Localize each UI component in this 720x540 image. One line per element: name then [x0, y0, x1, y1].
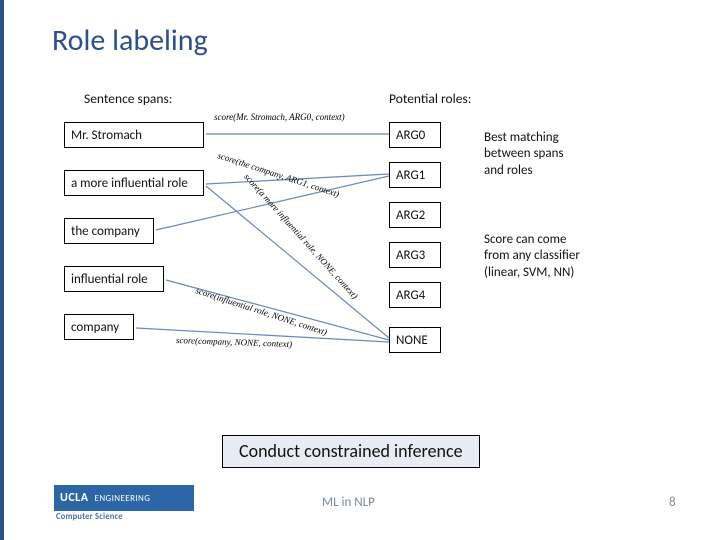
role-box: ARG3 — [389, 242, 441, 268]
role-box: ARG4 — [389, 282, 441, 308]
slide-root: Role labeling Sentence spans: Potential … — [0, 0, 720, 540]
page-number: 8 — [669, 495, 676, 510]
span-box: company — [64, 314, 134, 340]
footer-center: ML in NLP — [322, 495, 375, 510]
span-box: influential role — [64, 266, 164, 292]
edge-label: score(the company, ARG1, context) — [216, 150, 340, 199]
logo-eng: ENGINEERING — [95, 493, 151, 504]
side-note-matching: Best matching between spans and roles — [484, 130, 564, 179]
role-box: ARG2 — [389, 202, 441, 228]
edge — [206, 186, 389, 338]
logo-cs: Computer Science — [56, 512, 123, 522]
page-title: Role labeling — [52, 22, 208, 59]
caption-inference: Conduct constrained inference — [222, 435, 480, 468]
side-note-line: and roles — [484, 163, 533, 178]
side-note-line: Best matching — [484, 130, 559, 145]
edge-label: score(Mr. Stromach, ARG0, context) — [214, 112, 345, 122]
logo-bar: UCLA ENGINEERING — [54, 485, 194, 511]
side-note-line: between spans — [484, 146, 564, 161]
side-note-score: Score can come from any classifier (line… — [484, 232, 580, 281]
side-note-line: Score can come — [484, 232, 566, 247]
span-box: a more influential role — [64, 170, 204, 196]
side-note-line: from any classifier — [484, 248, 580, 263]
role-box: NONE — [389, 327, 441, 353]
roles-header: Potential roles: — [389, 90, 471, 107]
edge-label: score(influential role, NONE, context) — [194, 285, 328, 337]
span-box: the company — [64, 218, 154, 244]
spans-header: Sentence spans: — [84, 90, 172, 107]
side-note-line: (linear, SVM, NN) — [484, 265, 574, 280]
ucla-logo: UCLA ENGINEERING Computer Science — [54, 485, 194, 523]
role-box: ARG1 — [389, 162, 441, 188]
edge-label: score(a more influential role, NONE, con… — [242, 172, 360, 301]
logo-ucla: UCLA — [60, 491, 89, 505]
span-box: Mr. Stromach — [64, 122, 204, 148]
bipartite-diagram: Sentence spans: Potential roles: Mr. Str… — [64, 90, 664, 425]
edge-label: score(company, NONE, context) — [176, 335, 292, 349]
role-box: ARG0 — [389, 122, 441, 148]
